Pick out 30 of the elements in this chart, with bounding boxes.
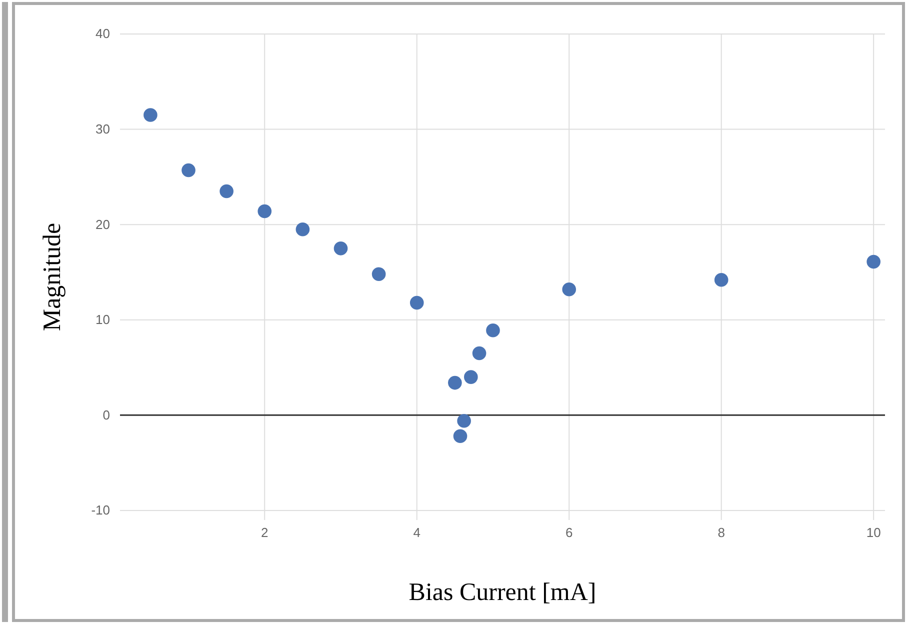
x-tick-label: 8 — [718, 525, 725, 540]
point — [714, 272, 728, 287]
point — [464, 370, 478, 384]
point — [220, 184, 234, 198]
x-axis-title: Bias Current [mA] — [408, 579, 596, 606]
point — [486, 323, 500, 338]
y-tick-label: 10 — [96, 312, 110, 328]
y-tick-label: -10 — [91, 502, 110, 518]
y-tick-label: 20 — [96, 216, 110, 232]
point — [448, 376, 462, 390]
point — [472, 346, 486, 360]
x-tick-label: 6 — [565, 525, 573, 540]
x-tick-label: 4 — [413, 525, 420, 540]
point — [182, 163, 196, 178]
x-tick-label: 10 — [866, 525, 881, 540]
point — [457, 414, 471, 428]
y-axis-title: Magnitude — [39, 222, 66, 332]
point — [144, 108, 158, 122]
point — [334, 242, 348, 256]
point — [258, 204, 272, 218]
point — [453, 429, 468, 444]
y-tick-label: 30 — [96, 121, 110, 136]
point — [372, 267, 386, 282]
y-tick-label: 0 — [102, 407, 110, 422]
point — [562, 282, 576, 296]
y-tick-label: 40 — [96, 26, 110, 42]
x-tick-label: 2 — [261, 525, 268, 540]
point — [296, 222, 310, 236]
point — [866, 254, 880, 269]
point — [410, 296, 424, 310]
